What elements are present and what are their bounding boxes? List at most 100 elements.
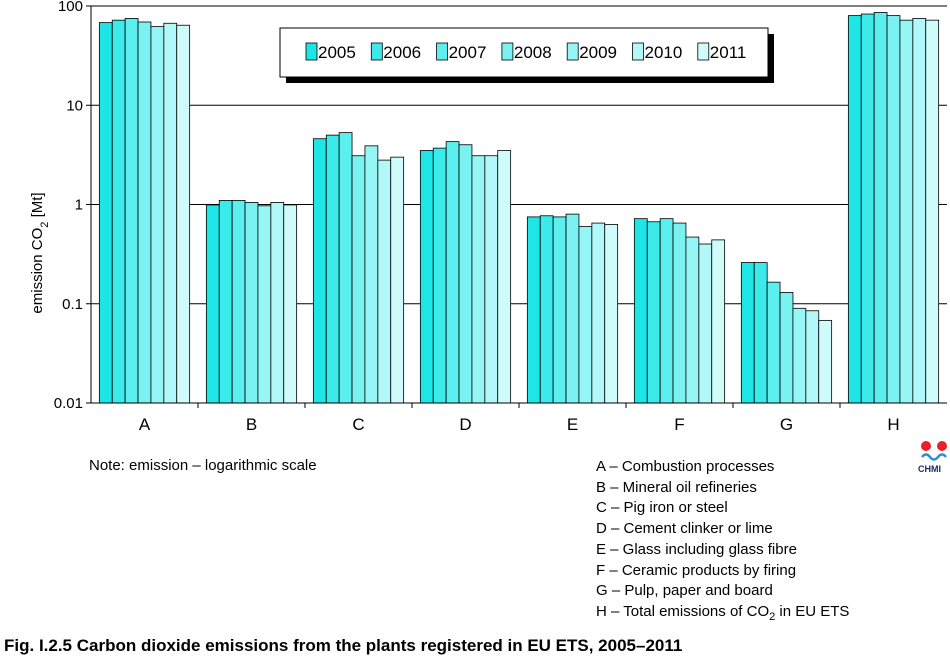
bar-e-2008 <box>565 213 580 404</box>
legend-swatch-2007 <box>436 42 449 61</box>
bar-g-2011 <box>818 319 833 404</box>
y-tick-label: 100 <box>58 0 83 15</box>
bar-c-2010 <box>377 159 392 404</box>
legend-swatch-2010 <box>632 42 644 61</box>
bar-g-2009 <box>792 307 807 404</box>
y-tick-label: 10 <box>66 97 83 114</box>
bar-e-2011 <box>604 224 619 404</box>
bar-c-2006 <box>325 134 340 404</box>
category-legend-a: A – Combustion processes <box>596 458 775 475</box>
bar-g-2010 <box>805 310 820 404</box>
bar-g-2006 <box>753 262 768 404</box>
x-tick-label: H <box>887 415 899 434</box>
bar-e-2010 <box>591 222 606 404</box>
bar-e-2006 <box>539 215 554 404</box>
legend-box <box>279 27 769 78</box>
bar-a-2008 <box>137 21 152 404</box>
bar-a-2005 <box>98 22 113 404</box>
bar-c-2011 <box>390 156 405 404</box>
legend-swatch-2005 <box>305 42 318 61</box>
bar-f-2008 <box>672 222 687 404</box>
bar-h-2005 <box>847 15 862 404</box>
bar-h-2007 <box>873 12 888 404</box>
y-tick-label: 0.1 <box>62 296 83 313</box>
y-tick-label: 0.01 <box>54 395 83 412</box>
bar-g-2007 <box>766 281 781 404</box>
legend-swatch-2008 <box>501 42 514 61</box>
bar-c-2009 <box>364 145 379 404</box>
x-tick-label: F <box>674 415 684 434</box>
bar-d-2009 <box>471 155 486 404</box>
figure-caption: Fig. I.2.5 Carbon dioxide emissions from… <box>4 636 683 655</box>
bar-h-2009 <box>899 19 914 404</box>
category-legend-h-sub: 2 <box>769 610 776 623</box>
bar-e-2007 <box>552 216 567 404</box>
category-legend-h: H – Total emissions of CO2 in EU ETS <box>596 602 849 628</box>
legend-label-2005: 2005 <box>318 43 356 62</box>
bar-c-2005 <box>312 138 327 404</box>
x-tick-label: E <box>567 415 578 434</box>
y-axis-label-unit: [Mt] <box>29 192 46 221</box>
chmi-logo: CHMI <box>918 438 950 474</box>
bar-a-2011 <box>176 24 191 404</box>
bar-d-2005 <box>419 150 434 404</box>
x-tick-label: G <box>780 415 793 434</box>
bar-d-2011 <box>497 150 512 404</box>
bar-d-2006 <box>432 147 447 404</box>
bar-f-2006 <box>646 221 661 404</box>
bar-c-2008 <box>351 155 366 404</box>
legend-swatch-2011 <box>697 42 710 61</box>
x-tick-label: D <box>459 415 471 434</box>
y-axis-label: emission CO2 [Mt] <box>29 192 51 313</box>
scale-note: Note: emission – logarithmic scale <box>89 457 317 474</box>
x-tick-label: A <box>139 415 151 434</box>
y-axis-label-sub: 2 <box>39 222 51 228</box>
x-tick-label: B <box>246 415 257 434</box>
bar-a-2009 <box>150 26 165 404</box>
category-legend-c: C – Pig iron or steel <box>596 499 728 517</box>
category-legend-e: E – Glass including glass fibre <box>596 540 797 558</box>
legend-label-2011: 2011 <box>710 43 747 62</box>
category-legend-h-suffix: in EU ETS <box>775 602 850 620</box>
y-axis-label-main: emission CO <box>29 228 46 314</box>
legend-label-2006: 2006 <box>383 43 421 62</box>
bar-b-2011 <box>283 204 298 404</box>
legend-swatch-2006 <box>370 42 383 61</box>
bars <box>98 12 940 404</box>
bar-h-2011 <box>925 19 940 404</box>
category-legend-h-prefix: H – Total emissions of CO <box>596 602 770 620</box>
bar-d-2010 <box>484 155 499 404</box>
category-legend-g: G – Pulp, paper and board <box>596 582 773 600</box>
bar-b-2006 <box>218 199 233 404</box>
chmi-logo-text: CHMI <box>918 464 941 474</box>
bar-h-2008 <box>886 15 901 404</box>
bar-f-2010 <box>698 243 713 404</box>
chmi-logo-icon <box>921 441 947 461</box>
bar-b-2007 <box>231 199 246 404</box>
bar-b-2008 <box>244 201 259 404</box>
bar-c-2007 <box>338 132 353 404</box>
y-tick-label: 1 <box>75 197 83 214</box>
bar-f-2005 <box>633 218 648 404</box>
bar-g-2008 <box>779 292 794 404</box>
category-legend: A – Combustion processes B – Mineral oil… <box>596 457 849 628</box>
bar-a-2007 <box>124 18 139 404</box>
bar-b-2010 <box>270 201 285 404</box>
bar-b-2005 <box>205 204 220 404</box>
bar-e-2009 <box>578 226 593 404</box>
bar-f-2007 <box>659 218 674 404</box>
bar-b-2009 <box>257 205 272 404</box>
legend-label-2007: 2007 <box>449 43 487 62</box>
category-legend-d: D – Cement clinker or lime <box>596 520 773 538</box>
category-legend-f: F – Ceramic products by firing <box>596 561 797 579</box>
legend-label-2010: 2010 <box>645 43 683 62</box>
category-legend-b: B – Mineral oil refineries <box>596 478 757 496</box>
axes: 0.01 0.1 1 10 100 A B C D E F G H <box>54 0 947 434</box>
bar-h-2006 <box>860 13 875 404</box>
legend-label-2008: 2008 <box>514 43 552 62</box>
bar-d-2008 <box>458 144 473 404</box>
bar-e-2005 <box>526 216 541 404</box>
bar-a-2010 <box>163 22 178 404</box>
bar-h-2010 <box>912 18 927 404</box>
